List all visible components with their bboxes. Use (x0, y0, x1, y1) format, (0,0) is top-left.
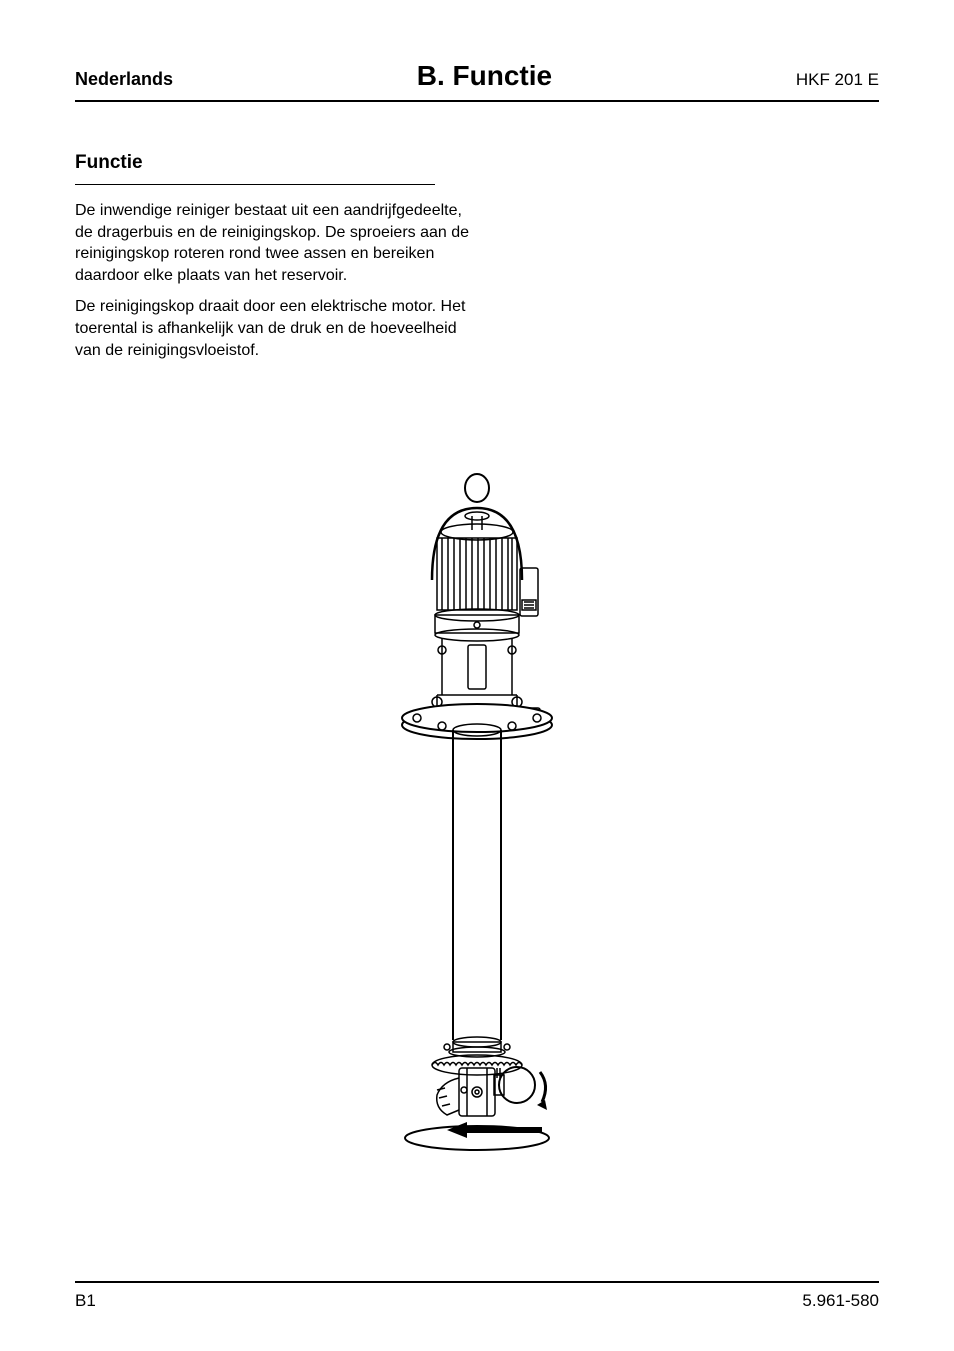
footer-page-label: B1 (75, 1291, 96, 1311)
section-heading-underline (75, 184, 435, 185)
paragraph-1: De inwendige reiniger bestaat uit een aa… (75, 200, 475, 286)
paragraph-2: De reinigingskop draait door een elektri… (75, 296, 475, 361)
cleaner-illustration (342, 470, 612, 1190)
page-header: Nederlands B. Functie HKF 201 E (75, 60, 879, 102)
section-heading: Functie (75, 152, 879, 174)
footer-document-number: 5.961-580 (802, 1291, 879, 1311)
content-section: Functie De inwendige reiniger bestaat ui… (75, 152, 879, 361)
header-language: Nederlands (75, 69, 173, 90)
header-model: HKF 201 E (796, 70, 879, 90)
product-diagram (342, 470, 612, 1190)
page-footer: B1 5.961-580 (75, 1281, 879, 1311)
header-section-title: B. Functie (417, 60, 552, 92)
